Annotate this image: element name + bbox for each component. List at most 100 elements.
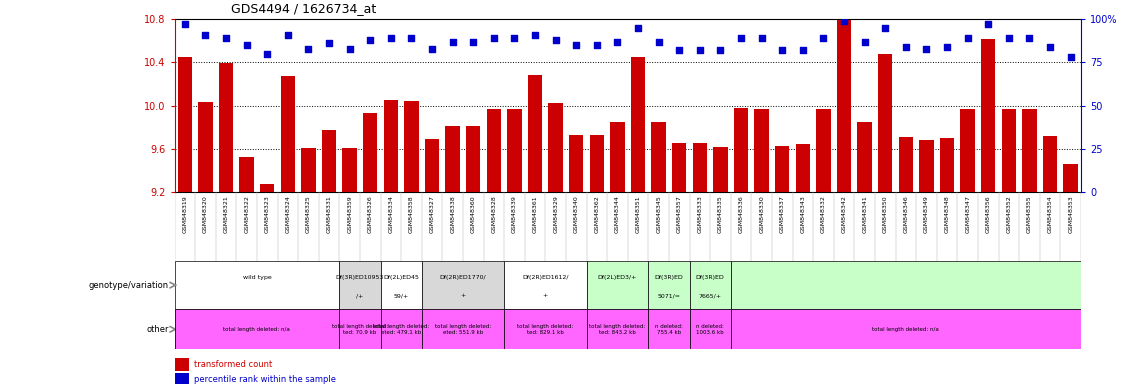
Bar	[280, 76, 295, 192]
Text: transformed count: transformed count	[194, 360, 271, 369]
Bar	[689, 261, 731, 309]
Text: Df(3R)ED10953: Df(3R)ED10953	[336, 275, 384, 280]
Text: GSM848323: GSM848323	[265, 195, 270, 233]
Text: GSM848352: GSM848352	[1007, 195, 1011, 233]
Text: n deleted:
1003.6 kb: n deleted: 1003.6 kb	[696, 324, 724, 335]
Point	[444, 39, 462, 45]
Point	[361, 37, 379, 43]
Bar	[548, 103, 563, 192]
Point	[958, 35, 976, 41]
Bar	[342, 148, 357, 192]
Text: GSM848320: GSM848320	[203, 195, 208, 233]
Bar	[587, 261, 649, 309]
Text: GSM848342: GSM848342	[841, 195, 847, 233]
Bar	[713, 147, 727, 192]
Bar	[446, 126, 459, 192]
Point	[485, 35, 503, 41]
Text: GSM848347: GSM848347	[965, 195, 971, 233]
Point	[814, 35, 832, 41]
Bar	[587, 309, 649, 349]
Point	[300, 46, 318, 52]
Point	[712, 47, 730, 53]
Bar	[899, 137, 913, 192]
Text: GSM848326: GSM848326	[368, 195, 373, 233]
Point	[568, 42, 586, 48]
Point	[1062, 54, 1080, 60]
Bar	[857, 122, 872, 192]
Text: GSM848353: GSM848353	[1069, 195, 1073, 233]
Text: GSM848325: GSM848325	[306, 195, 311, 233]
Text: GSM848322: GSM848322	[244, 195, 249, 233]
Bar	[422, 261, 504, 309]
Bar	[981, 39, 995, 192]
Point	[506, 35, 524, 41]
Bar	[218, 63, 233, 192]
Bar	[528, 75, 543, 192]
Text: Df(3R)ED: Df(3R)ED	[696, 275, 724, 280]
Bar	[198, 103, 213, 192]
Point	[691, 47, 709, 53]
Bar	[878, 54, 893, 192]
Text: Df(2L)ED45: Df(2L)ED45	[383, 275, 419, 280]
Point	[794, 47, 812, 53]
Point	[608, 39, 626, 45]
Bar	[486, 109, 501, 192]
Text: GDS4494 / 1626734_at: GDS4494 / 1626734_at	[231, 2, 376, 15]
Bar	[466, 126, 481, 192]
Text: GSM848355: GSM848355	[1027, 195, 1031, 233]
Bar	[339, 261, 381, 309]
Text: GSM848321: GSM848321	[224, 195, 229, 233]
Bar	[652, 122, 665, 192]
Text: GSM848324: GSM848324	[285, 195, 291, 233]
Bar	[610, 122, 625, 192]
Bar	[649, 309, 689, 349]
Text: total length deleted:
eted: 551.9 kb: total length deleted: eted: 551.9 kb	[435, 324, 491, 335]
Text: 5071/=: 5071/=	[658, 293, 680, 298]
Bar	[796, 144, 810, 192]
Point	[238, 42, 256, 48]
Text: GSM848362: GSM848362	[595, 195, 599, 233]
Bar	[384, 100, 399, 192]
Text: GSM848333: GSM848333	[697, 195, 703, 233]
Point	[980, 22, 998, 28]
Bar	[381, 309, 422, 349]
Text: GSM848336: GSM848336	[739, 195, 743, 233]
Text: total length deleted: n/a: total length deleted: n/a	[873, 327, 939, 332]
Text: GSM848356: GSM848356	[985, 195, 991, 233]
Text: wild type: wild type	[242, 275, 271, 280]
Point	[546, 37, 564, 43]
Text: GSM848329: GSM848329	[553, 195, 558, 233]
Bar	[240, 157, 253, 192]
Bar	[404, 101, 419, 192]
Bar	[734, 108, 749, 192]
Bar	[590, 135, 604, 192]
Text: total length deleted: n/a: total length deleted: n/a	[223, 327, 291, 332]
Bar	[322, 131, 337, 192]
Text: GSM848346: GSM848346	[903, 195, 909, 233]
Text: Df(2R)ED1612/: Df(2R)ED1612/	[522, 275, 569, 280]
Point	[918, 46, 936, 52]
Text: GSM848358: GSM848358	[409, 195, 414, 233]
Point	[402, 35, 420, 41]
Point	[279, 32, 297, 38]
Bar	[775, 146, 789, 192]
Text: total length deleted:
ted: 829.1 kb: total length deleted: ted: 829.1 kb	[517, 324, 573, 335]
Bar	[175, 373, 189, 384]
Text: GSM848337: GSM848337	[779, 195, 785, 233]
Bar	[260, 184, 275, 192]
Point	[629, 25, 647, 31]
Text: GSM848334: GSM848334	[388, 195, 393, 233]
Bar	[649, 261, 689, 309]
Bar	[1063, 164, 1078, 192]
Text: GSM848340: GSM848340	[574, 195, 579, 233]
Bar	[1002, 109, 1016, 192]
Text: total length deleted:
eted: 479.1 kb: total length deleted: eted: 479.1 kb	[373, 324, 429, 335]
Text: total length deleted:
ted: 70.9 kb: total length deleted: ted: 70.9 kb	[332, 324, 388, 335]
Text: GSM848330: GSM848330	[759, 195, 765, 233]
Text: +: +	[543, 293, 548, 298]
Text: Df(3R)ED: Df(3R)ED	[654, 275, 683, 280]
Text: GSM848332: GSM848332	[821, 195, 826, 233]
Bar	[569, 135, 583, 192]
Point	[896, 44, 914, 50]
Text: GSM848331: GSM848331	[327, 195, 331, 233]
